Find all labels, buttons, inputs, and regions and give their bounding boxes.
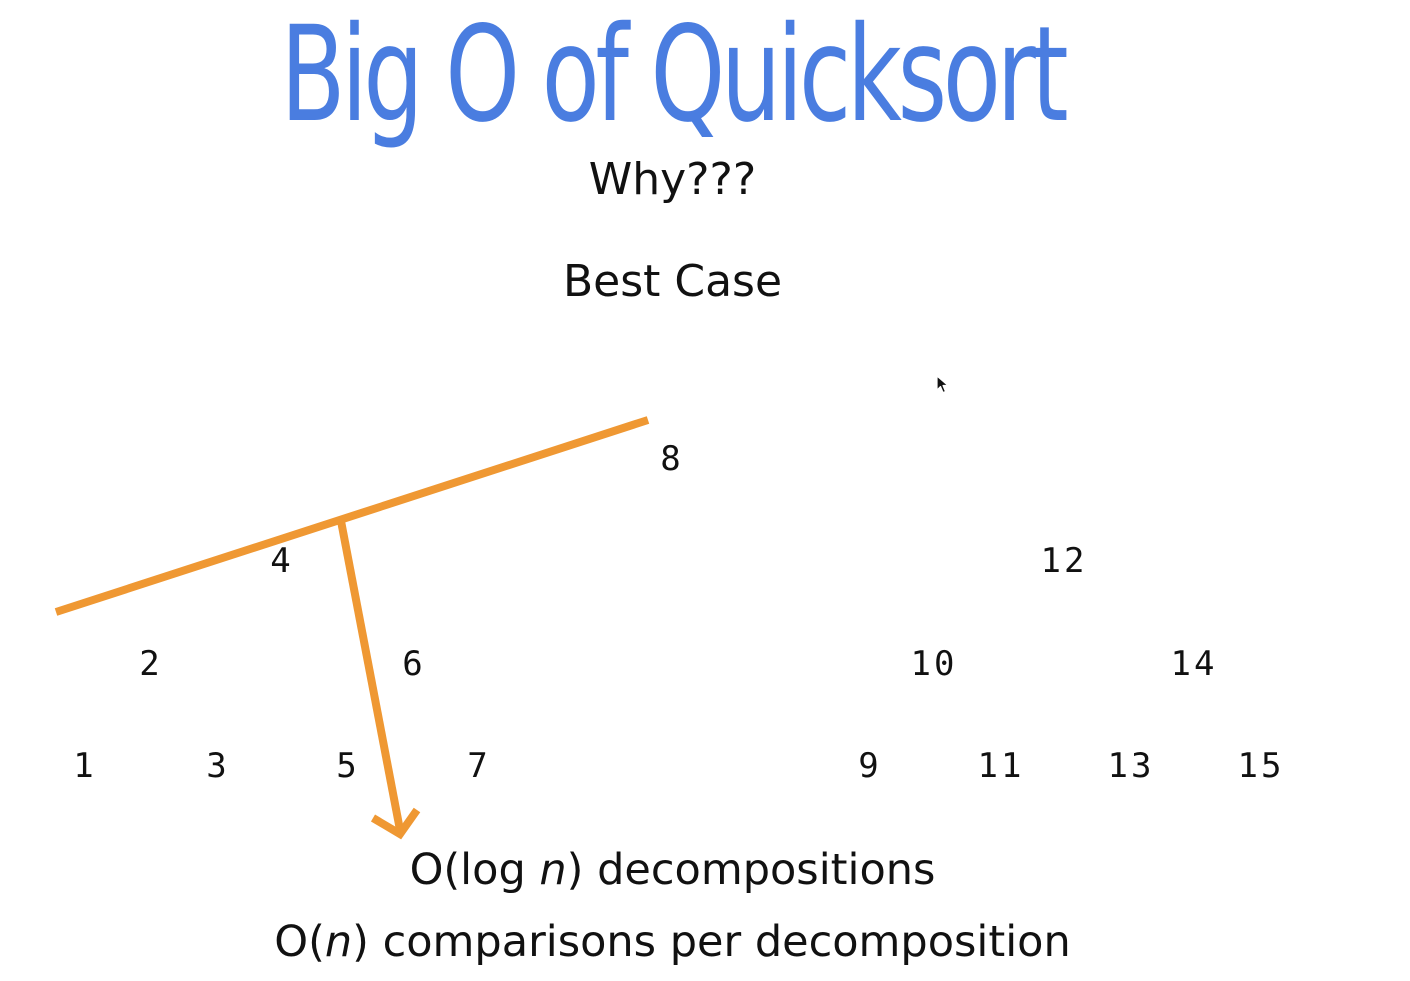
decompositions-prefix: O(log: [409, 845, 540, 895]
tree-node-leaf: 11: [977, 746, 1025, 786]
orange-arrow-head: [370, 807, 421, 840]
tree-node-root: 8: [660, 439, 684, 479]
tree-node-level1: 4: [270, 541, 294, 581]
mouse-pointer-icon: [936, 375, 949, 394]
tree-node-leaf: 5: [336, 746, 360, 786]
tree-node-level2: 14: [1170, 644, 1218, 684]
comparisons-text: O(n) comparisons per decomposition: [0, 914, 1345, 970]
decompositions-suffix: ) decompositions: [566, 845, 936, 895]
why-subtitle: Why???: [588, 154, 757, 205]
decompositions-variable: n: [539, 845, 567, 895]
tree-node-leaf: 1: [73, 746, 97, 786]
comparisons-suffix: ) comparisons per decomposition: [352, 917, 1071, 967]
comparisons-variable: n: [324, 917, 353, 967]
tree-node-level2: 10: [910, 644, 958, 684]
tree-node-leaf: 7: [467, 746, 491, 786]
tree-node-leaf: 3: [206, 746, 230, 786]
tree-node-leaf: 15: [1237, 746, 1285, 786]
comparisons-prefix: O(: [274, 917, 325, 967]
decompositions-text: O(log n) decompositions: [0, 842, 1345, 898]
tree-node-leaf: 9: [858, 746, 882, 786]
orange-arrow-shaft: [337, 520, 404, 831]
slide-title: Big O of Quicksort: [280, 0, 1068, 152]
tree-node-level1: 12: [1040, 541, 1088, 581]
tree-node-level2: 2: [139, 644, 163, 684]
tree-node-leaf: 13: [1107, 746, 1155, 786]
orange-branch-line: [54, 416, 650, 616]
case-label: Best Case: [562, 256, 783, 307]
tree-node-level2: 6: [402, 644, 426, 684]
